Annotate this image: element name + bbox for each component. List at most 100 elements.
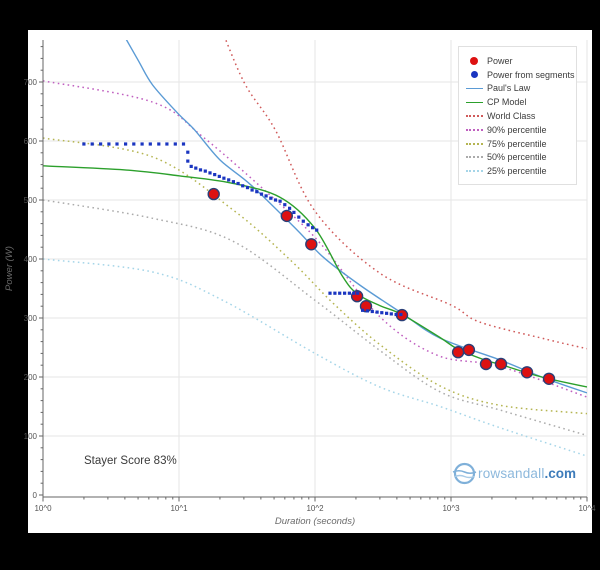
legend-label: World Class (487, 111, 536, 122)
legend-item-7: 50% percentile (464, 151, 571, 165)
segment-power-point (288, 206, 292, 210)
segment-power-point (222, 176, 226, 180)
segment-power-point (173, 142, 177, 146)
segment-power-point (297, 215, 301, 219)
power-point (451, 346, 465, 359)
segment-power-point (269, 196, 273, 200)
stayer-score-label: Stayer Score 83% (84, 455, 177, 467)
series-points-power (207, 187, 556, 385)
legend-label: CP Model (487, 97, 527, 108)
segment-power-point (259, 192, 264, 196)
segment-power-point (361, 308, 365, 312)
series-curve-75-percentile (43, 137, 587, 415)
power-point (520, 366, 534, 379)
x-tick-label: 10^3 (442, 504, 460, 513)
segment-power-point (208, 171, 212, 175)
segment-power-point (343, 291, 347, 295)
segment-power-point (273, 198, 278, 202)
legend-marker-icon (464, 156, 484, 159)
legend-label: Power from segments (487, 69, 575, 80)
segment-power-point (385, 311, 389, 315)
chart-legend: Power Power from segments Paul's Law CP Mod… (458, 46, 577, 186)
segment-power-point (186, 150, 190, 154)
segment-power-point (278, 199, 282, 203)
segment-power-point (315, 228, 319, 232)
legend-marker-icon (464, 142, 484, 145)
x-tick-label: 10^4 (578, 504, 596, 513)
segment-power-point (389, 312, 393, 316)
plot-series (43, 40, 587, 457)
segment-power-point (245, 186, 250, 190)
tick-marks (39, 46, 588, 502)
legend-label: Power (487, 55, 513, 66)
segment-power-point (306, 223, 310, 227)
segment-power-point (99, 142, 103, 146)
segment-power-point (352, 291, 356, 295)
segment-power-point (375, 310, 379, 314)
segment-power-point (236, 181, 240, 186)
segment-power-point (292, 210, 296, 214)
segment-power-point (250, 188, 254, 192)
segment-power-point (181, 142, 186, 146)
legend-label: 25% percentile (487, 166, 547, 177)
legend-item-8: 25% percentile (464, 164, 571, 178)
y-tick-label: 0 (33, 491, 38, 500)
legend-item-3: CP Model (464, 95, 571, 109)
x-tick-label: 10^0 (34, 504, 52, 513)
segment-power-point (132, 142, 136, 146)
x-axis-title: Duration (seconds) (275, 516, 355, 527)
segment-power-point (165, 142, 169, 146)
segment-power-point (241, 184, 245, 188)
legend-label: 75% percentile (487, 138, 547, 149)
segment-power-point (255, 190, 259, 194)
logo-tld: .com (544, 466, 577, 481)
legend-marker-icon (464, 170, 484, 173)
series-curve-cp-model (43, 165, 587, 388)
y-tick-label: 500 (24, 196, 38, 205)
power-point (479, 357, 493, 371)
y-tick-label: 400 (24, 255, 38, 264)
legend-item-1: Power from segments (464, 68, 575, 82)
segment-power-point (231, 180, 235, 184)
segment-power-point (301, 219, 305, 223)
segment-power-point (203, 169, 207, 173)
x-tick-label: 10^2 (306, 504, 324, 513)
segment-power-point (107, 142, 111, 146)
y-tick-label: 300 (24, 314, 38, 323)
y-axis-title: Power (W) (4, 246, 15, 291)
logo-name: rowsandall (478, 466, 545, 481)
power-point (305, 238, 318, 251)
legend-marker-icon (464, 71, 484, 79)
gridlines (43, 40, 588, 497)
segment-power-point (370, 309, 374, 314)
legend-marker-icon (464, 87, 484, 89)
segment-power-point (347, 291, 351, 295)
segment-power-point (365, 309, 369, 313)
power-point (280, 209, 293, 223)
segment-power-point (115, 142, 119, 146)
segment-power-point (198, 168, 203, 172)
segment-power-point (328, 291, 332, 295)
legend-item-2: Paul's Law (464, 82, 571, 96)
x-tick-label: 10^1 (170, 504, 188, 513)
series-points-power-from-segments (82, 142, 403, 317)
legend-item-5: 90% percentile (464, 123, 571, 137)
rowsandall-logo[interactable]: rowsandall .com (451, 460, 576, 487)
legend-marker-icon (464, 128, 484, 131)
segment-power-point (338, 291, 342, 295)
segment-power-point (283, 203, 287, 207)
tick-labels: 0 100 200 300 400 500 600 700 10^0 10^1 10^2 10^3 10… (4, 78, 596, 527)
segment-power-point (157, 142, 161, 146)
legend-marker-icon (464, 101, 484, 103)
series-curve-50-percentile (43, 199, 587, 437)
segment-power-point (227, 178, 231, 182)
legend-label: 50% percentile (487, 152, 547, 163)
wave-circle-icon (452, 462, 477, 485)
legend-label: Paul's Law (487, 83, 531, 94)
power-point (494, 357, 508, 371)
legend-marker-icon (464, 115, 484, 118)
segment-power-point (394, 312, 398, 317)
segment-power-point (148, 142, 152, 146)
